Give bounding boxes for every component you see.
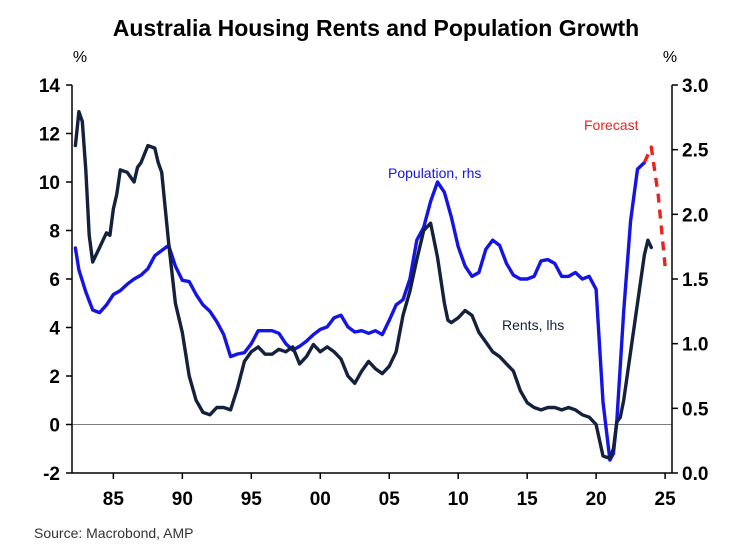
left-y-tick-label: 8 [49, 222, 60, 243]
right-y-tick-label: 1.0 [682, 335, 708, 356]
x-tick-label: 20 [586, 489, 607, 510]
right-y-axis: 0.0 0.5 1.0 1.5 2.0 2.5 3.0 [672, 76, 709, 485]
chart-title: Australia Housing Rents and Population G… [113, 15, 639, 41]
population-line [73, 160, 647, 462]
x-tick-label: 15 [517, 489, 539, 510]
right-y-tick-label: 2.5 [682, 141, 709, 162]
series-layer [73, 109, 667, 462]
x-axis: 85 90 95 00 05 10 15 20 25 [103, 473, 676, 510]
right-y-tick-label: 1.5 [682, 270, 709, 291]
x-tick-label: 90 [172, 489, 193, 510]
source-note: Source: Macrobond, AMP [34, 525, 194, 541]
right-y-tick-label: 3.0 [682, 76, 708, 97]
right-axis-unit: % [663, 49, 677, 66]
rents-line [73, 109, 653, 461]
right-y-tick-label: 0.5 [682, 399, 709, 420]
x-tick-label: 85 [103, 489, 125, 510]
rents-series-label: Rents, lhs [502, 317, 564, 333]
population-series-label: Population, rhs [388, 165, 481, 181]
x-tick-label: 10 [448, 489, 469, 510]
x-tick-label: 95 [241, 489, 263, 510]
right-y-tick-label: 2.0 [682, 205, 708, 226]
left-y-tick-label: 12 [39, 125, 60, 146]
x-tick-label: 00 [310, 489, 331, 510]
left-axis-unit: % [73, 49, 87, 66]
left-y-tick-label: 0 [49, 416, 60, 437]
left-y-tick-label: 14 [39, 76, 61, 97]
left-y-tick-label: -2 [43, 464, 60, 485]
x-tick-label: 25 [655, 489, 677, 510]
x-tick-label: 05 [379, 489, 401, 510]
left-y-tick-label: 4 [49, 319, 60, 340]
right-y-tick-label: 0.0 [682, 464, 708, 485]
left-y-axis: -2 0 2 4 6 8 10 12 14 [39, 76, 72, 485]
forecast-label: Forecast [584, 117, 639, 133]
left-y-tick-label: 10 [39, 173, 60, 194]
forecast-line [642, 145, 667, 267]
left-y-tick-label: 2 [49, 367, 60, 388]
left-y-tick-label: 6 [49, 270, 60, 291]
